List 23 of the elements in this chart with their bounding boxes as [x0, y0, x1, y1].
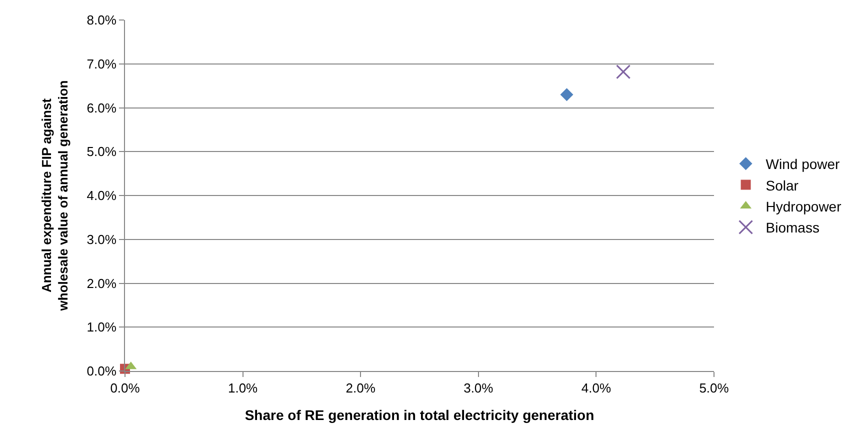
y-tick-label: 7.0%: [86, 56, 117, 72]
x-tick-label: 1.0%: [228, 380, 258, 396]
y-tick-label: 6.0%: [86, 100, 117, 116]
point: [616, 64, 631, 80]
y-tick-label: 8.0%: [86, 12, 117, 28]
x-tick-label: 4.0%: [581, 380, 612, 396]
x-tick-label: 5.0%: [699, 380, 730, 396]
y-axis-title: Annual expenditure FIP against wholesale value of annual generation: [38, 80, 71, 312]
x-axis-title: Share of RE generation in total electricity generation: [244, 406, 594, 423]
y-tick-label: 4.0%: [86, 188, 117, 204]
legend-label: Solar: [766, 177, 799, 194]
y-tick-label: 0.0%: [86, 364, 117, 379]
y-tick-label: 3.0%: [86, 232, 117, 247]
y-tick-label: 5.0%: [86, 144, 117, 160]
point: [560, 88, 574, 102]
x-tick-label: 3.0%: [464, 380, 494, 396]
x-tick-label: 0.0%: [110, 380, 140, 396]
y-tick-label: 1.0%: [86, 320, 117, 335]
x-tick-label: 2.0%: [346, 380, 376, 396]
legend-label: Biomass: [766, 220, 820, 236]
legend-label: Hydropower: [766, 198, 842, 214]
legend-label: Wind power: [766, 156, 840, 172]
y-tick-label: 2.0%: [86, 276, 117, 291]
